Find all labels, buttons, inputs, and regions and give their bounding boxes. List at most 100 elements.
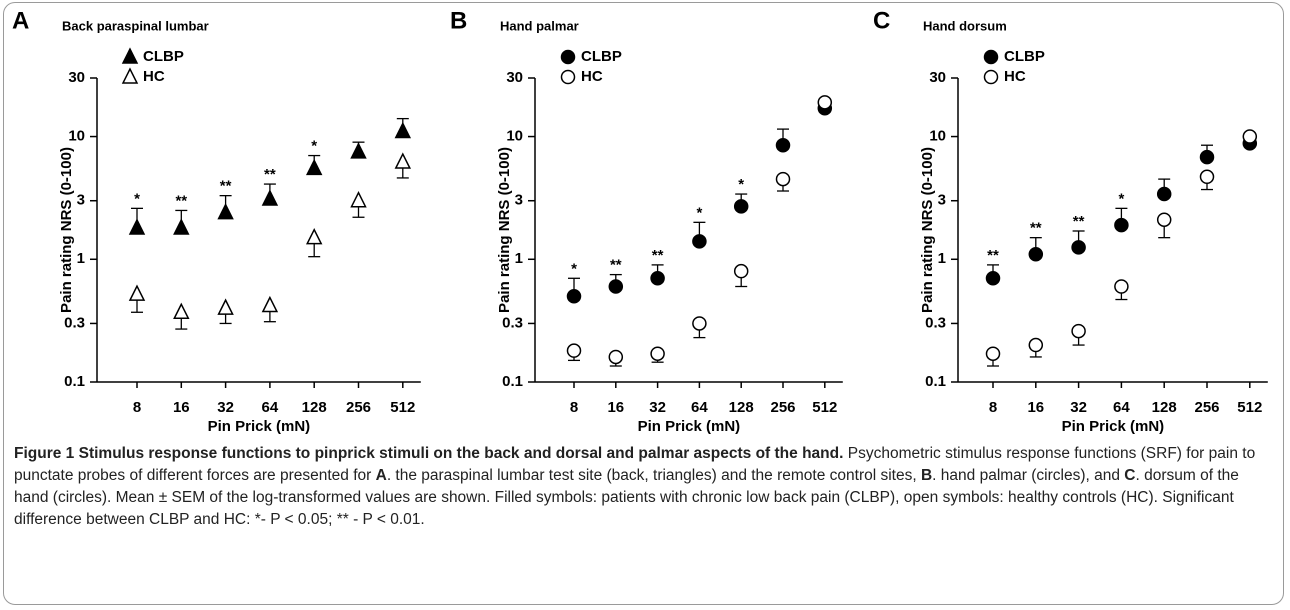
- marker: [733, 199, 749, 214]
- caption: Figure 1 Stimulus response functions to …: [14, 443, 1276, 531]
- marker: [566, 343, 582, 358]
- marker: [173, 218, 190, 235]
- significance: *: [738, 176, 744, 193]
- y-tick-label: 0.1: [502, 373, 523, 390]
- marker: [983, 49, 999, 65]
- x-tick-label: 64: [262, 399, 279, 416]
- marker: [261, 189, 279, 206]
- y-axis-label: Pain rating NRS (0-100): [496, 147, 513, 313]
- x-tick-label: 32: [649, 399, 666, 416]
- marker: [560, 49, 576, 65]
- panel-letter: B: [450, 7, 467, 34]
- x-tick-label: 256: [346, 399, 371, 416]
- marker: [692, 234, 707, 249]
- significance: **: [175, 192, 187, 209]
- x-tick-label: 256: [770, 399, 795, 416]
- caption-text: Psychometric stimulus response functions…: [14, 445, 1256, 484]
- marker: [217, 202, 234, 220]
- x-tick-label: 512: [812, 399, 837, 416]
- x-tick-label: 8: [570, 399, 578, 416]
- marker: [1156, 212, 1172, 227]
- y-tick-label: 1: [515, 250, 523, 267]
- y-axis-label: Pain rating NRS (0-100): [58, 147, 75, 313]
- marker: [217, 298, 234, 315]
- x-tick-label: 128: [729, 399, 754, 416]
- caption-bold: B: [920, 467, 933, 484]
- marker: [733, 263, 749, 279]
- y-tick-label: 3: [77, 192, 85, 209]
- caption-text: . dorsum of the hand (circles). Mean ± S…: [14, 467, 1239, 528]
- marker: [650, 271, 665, 286]
- panel-letter: A: [12, 7, 29, 34]
- y-tick-label: 3: [515, 192, 523, 209]
- marker: [608, 279, 624, 294]
- marker: [1199, 149, 1215, 165]
- marker: [173, 302, 190, 320]
- y-tick-label: 0.1: [925, 373, 946, 390]
- marker: [1028, 246, 1044, 262]
- marker: [261, 295, 279, 313]
- y-tick-label: 10: [68, 128, 85, 145]
- legend-label: CLBP: [143, 48, 184, 65]
- marker: [121, 47, 139, 64]
- y-tick-label: 30: [929, 69, 946, 86]
- x-tick-label: 64: [1113, 399, 1130, 416]
- x-tick-label: 64: [691, 399, 708, 416]
- panel-letter: C: [873, 7, 890, 34]
- marker: [985, 271, 1001, 286]
- marker: [394, 152, 412, 169]
- significance: **: [1073, 213, 1085, 230]
- marker: [1071, 323, 1086, 339]
- caption-text: . the paraspinal lumbar test site (back,…: [386, 467, 921, 484]
- marker: [566, 288, 582, 304]
- legend-label: HC: [581, 68, 603, 85]
- caption-title: Stimulus response functions to pinprick …: [78, 445, 844, 462]
- panel-title: Hand dorsum: [923, 18, 1007, 33]
- caption-text: . hand palmar (circles), and: [932, 467, 1125, 484]
- legend-label: HC: [1004, 68, 1026, 85]
- y-tick-label: 0.3: [64, 314, 85, 331]
- y-tick-label: 30: [506, 69, 523, 86]
- marker: [1071, 240, 1086, 255]
- marker: [775, 171, 791, 187]
- legend-label: CLBP: [1004, 48, 1045, 65]
- y-tick-label: 0.1: [64, 373, 85, 390]
- marker: [1114, 279, 1129, 294]
- x-tick-label: 16: [173, 399, 190, 416]
- legend-label: HC: [143, 68, 165, 85]
- x-axis-label: Pin Prick (mN): [638, 418, 741, 435]
- x-tick-label: 16: [1027, 399, 1044, 416]
- significance: *: [571, 260, 577, 277]
- marker: [692, 316, 707, 331]
- marker: [650, 346, 665, 361]
- marker: [560, 69, 576, 85]
- x-tick-label: 32: [1070, 399, 1087, 416]
- x-tick-label: 128: [1152, 399, 1177, 416]
- marker: [983, 69, 999, 85]
- marker: [817, 95, 833, 110]
- significance: *: [696, 204, 702, 221]
- y-tick-label: 30: [68, 69, 85, 86]
- x-tick-label: 8: [133, 399, 141, 416]
- significance: **: [264, 166, 276, 183]
- marker: [394, 121, 412, 139]
- y-tick-label: 3: [938, 192, 946, 209]
- significance: **: [610, 257, 622, 274]
- significance: *: [134, 190, 140, 207]
- significance: **: [987, 247, 999, 264]
- marker: [1242, 129, 1258, 144]
- significance: **: [1030, 220, 1042, 237]
- marker: [350, 191, 367, 208]
- marker: [305, 158, 323, 176]
- marker: [608, 349, 624, 365]
- marker: [1114, 217, 1129, 233]
- y-tick-label: 0.3: [925, 314, 946, 331]
- x-tick-label: 8: [989, 399, 997, 416]
- significance: **: [652, 247, 664, 264]
- y-tick-label: 10: [929, 128, 946, 145]
- marker: [775, 137, 791, 153]
- x-tick-label: 16: [607, 399, 624, 416]
- x-tick-label: 512: [1237, 399, 1262, 416]
- caption-label: Figure 1: [14, 445, 75, 462]
- caption-bold: C: [1124, 467, 1136, 484]
